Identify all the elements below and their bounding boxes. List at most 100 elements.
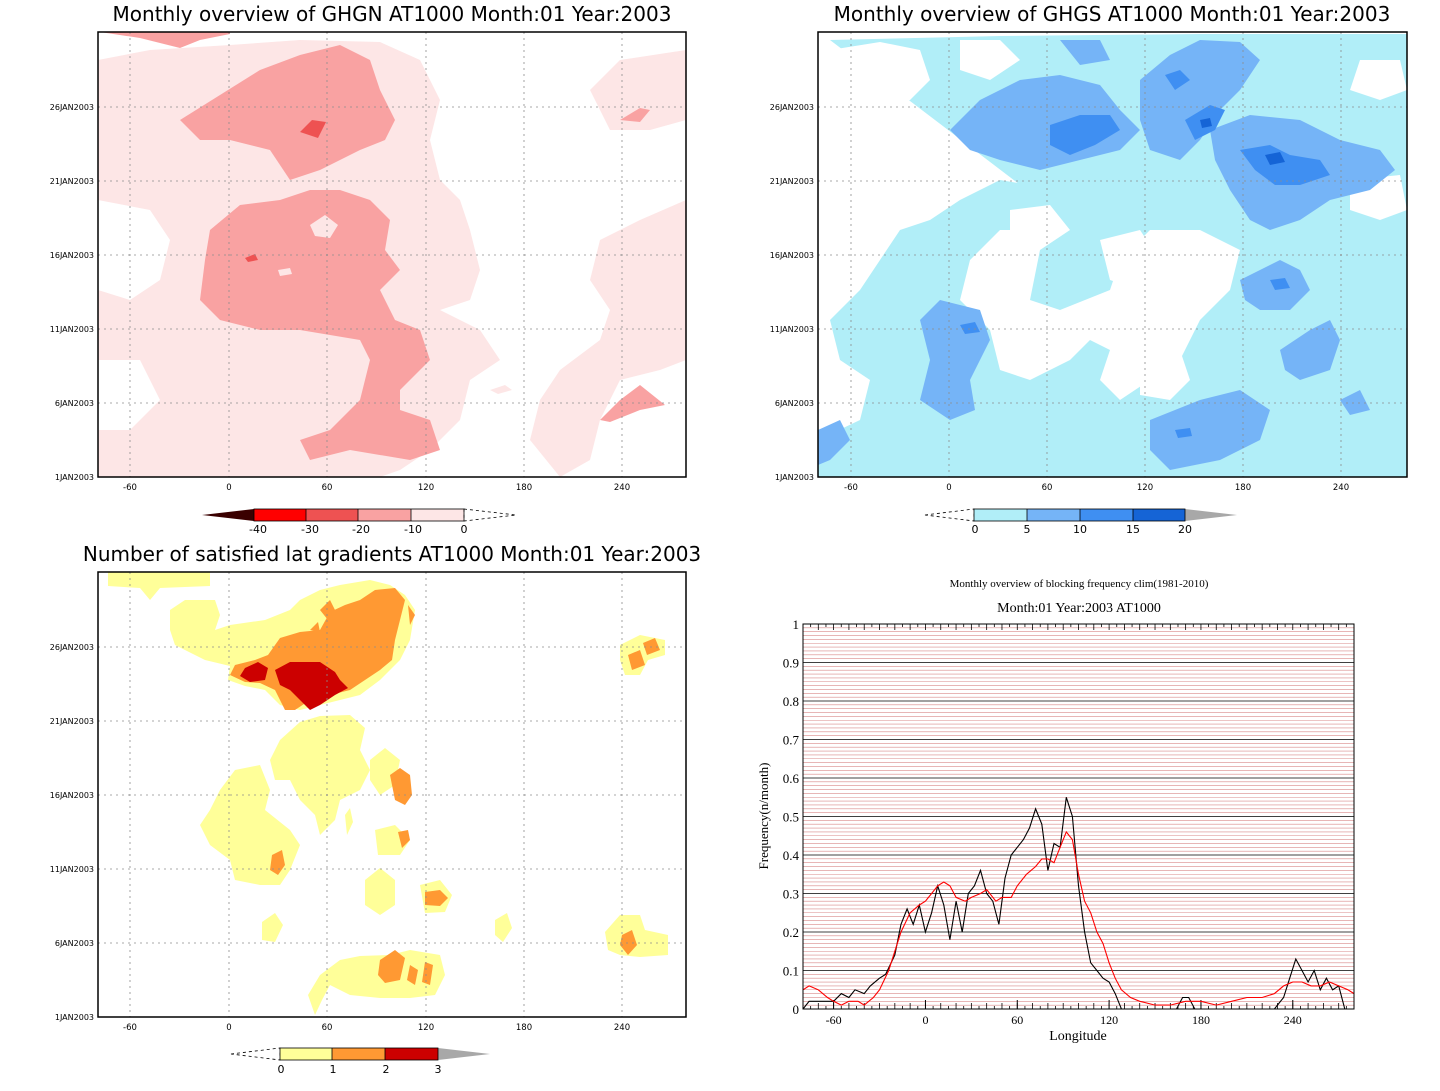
panel-lat-title: Number of satisfied lat gradients AT1000… (83, 542, 701, 566)
lat-contour-yellow (108, 572, 668, 1015)
ghgs-x-tick-label: 0 (946, 483, 951, 493)
ghgn-y-tick-label: 16JAN2003 (50, 251, 94, 260)
ghgs-x-tick-label: -60 (844, 483, 858, 493)
ghgs-map-area (818, 32, 1407, 477)
freq-y-tick-label: 0 (793, 1002, 800, 1017)
lat-x-tick-label: 0 (226, 1023, 231, 1033)
lat-y-ticks: 1JAN2003 6JAN2003 11JAN2003 16JAN2003 21… (50, 643, 94, 1022)
freq-x-tick-label: 60 (1011, 1013, 1023, 1027)
ghgs-x-tick-label: 240 (1333, 483, 1349, 493)
lat-x-ticks: -60 0 60 120 180 240 (123, 1023, 630, 1033)
lat-y-tick-label: 26JAN2003 (50, 643, 94, 652)
ghgs-contour-white (830, 40, 1407, 400)
ghgn-contour-light (98, 40, 686, 477)
ghgn-y-ticks: 1JAN2003 6JAN2003 11JAN2003 16JAN2003 21… (50, 103, 94, 482)
freq-y-tick-label: 0.7 (783, 733, 800, 748)
freq-title: Monthly overview of blocking frequency c… (950, 578, 1209, 590)
ghgs-y-tick-label: 1JAN2003 (775, 473, 814, 482)
ghgs-y-ticks: 1JAN2003 6JAN2003 11JAN2003 16JAN2003 21… (770, 103, 814, 482)
ghgs-colorbar-swatch (1185, 509, 1237, 521)
ghgn-x-tick-label: 180 (516, 483, 532, 493)
ghgn-colorbar-swatch (202, 509, 254, 521)
ghgs-colorbar: 0 5 10 15 20 (924, 508, 1237, 536)
lat-y-tick-label: 16JAN2003 (50, 791, 94, 800)
ghgn-map-area (40, 0, 686, 477)
lat-colorbar-label: 0 (278, 1063, 285, 1076)
lat-x-tick-label: -60 (123, 1023, 137, 1033)
freq-x-tick-label: 0 (922, 1013, 928, 1027)
ghgs-colorbar-swatch (974, 509, 1027, 521)
ghgn-y-tick-label: 26JAN2003 (50, 103, 94, 112)
freq-subtitle: Month:01 Year:2003 AT1000 (997, 601, 1161, 616)
lat-x-tick-label: 60 (322, 1023, 333, 1033)
ghgn-colorbar-label: 0 (461, 523, 468, 536)
panel-frequency: Monthly overview of blocking frequency c… (756, 578, 1355, 1044)
lat-map-area (98, 572, 686, 1017)
ghgn-y-tick-label: 11JAN2003 (50, 325, 94, 334)
ghgs-x-tick-label: 60 (1042, 483, 1053, 493)
panel-lat-gradients: Number of satisfied lat gradients AT1000… (50, 542, 701, 1076)
ghgs-y-tick-label: 6JAN2003 (775, 399, 814, 408)
panel-ghgn: Monthly overview of GHGN AT1000 Month:01… (40, 0, 687, 536)
ghgn-colorbar-swatch (254, 509, 306, 521)
ghgs-contour-medium (818, 40, 1395, 470)
ghgs-y-tick-label: 16JAN2003 (770, 251, 814, 260)
ghgn-x-tick-label: -60 (123, 483, 137, 493)
ghgs-gridlines (818, 32, 1407, 477)
ghgs-colorbar-label: 10 (1073, 523, 1087, 536)
freq-x-tick-label: 240 (1284, 1013, 1302, 1027)
freq-x-axis-label: Longitude (1049, 1029, 1107, 1044)
ghgn-contour-dark (245, 120, 326, 262)
lat-colorbar-swatch (385, 1048, 438, 1060)
ghgn-y-tick-label: 6JAN2003 (55, 399, 94, 408)
ghgs-colorbar-swatch (1133, 509, 1185, 521)
ghgn-x-tick-label: 60 (322, 483, 333, 493)
lat-colorbar-swatch (438, 1048, 490, 1060)
ghgn-map-frame (97, 31, 687, 478)
freq-y-tick-label: 0.2 (783, 925, 799, 940)
ghgn-contour-medium-top (100, 32, 230, 48)
panel-ghgs-title: Monthly overview of GHGS AT1000 Month:01… (834, 2, 1391, 26)
panel-ghgs: Monthly overview of GHGS AT1000 Month:01… (770, 2, 1408, 536)
freq-y-axis-label: Frequency(n/month) (756, 763, 771, 870)
freq-y-tick-label: 0.3 (783, 887, 799, 902)
freq-y-tick-label: 0.1 (783, 964, 799, 979)
freq-plot-frame (802, 623, 1355, 1010)
ghgs-y-tick-label: 21JAN2003 (770, 177, 814, 186)
lat-colorbar-label: 2 (383, 1063, 390, 1076)
freq-x-tick-label: 120 (1100, 1013, 1118, 1027)
ghgn-colorbar-label: -10 (404, 523, 422, 536)
lat-y-tick-label: 21JAN2003 (50, 717, 94, 726)
ghgs-colorbar-label: 5 (1024, 523, 1031, 536)
ghgn-x-tick-label: 0 (226, 483, 231, 493)
lat-y-tick-label: 6JAN2003 (55, 939, 94, 948)
freq-x-tick-label: -60 (826, 1013, 842, 1027)
ghgn-colorbar-label: -30 (301, 523, 319, 536)
lat-colorbar-label: 3 (435, 1063, 442, 1076)
ghgn-colorbar-open-end (463, 508, 517, 522)
freq-y-tick-label: 0.5 (783, 810, 799, 825)
ghgs-colorbar-swatch (1027, 509, 1080, 521)
ghgn-x-ticks: -60 0 60 120 180 240 (123, 483, 630, 493)
freq-gridlines (803, 623, 1354, 1010)
ghgn-x-tick-label: 120 (418, 483, 434, 493)
lat-x-tick-label: 240 (614, 1023, 630, 1033)
freq-y-tick-label: 0.4 (783, 848, 800, 863)
freq-series-red-line (802, 830, 1355, 1006)
panel-ghgn-title: Monthly overview of GHGN AT1000 Month:01… (113, 2, 672, 26)
ghgn-colorbar-label: -20 (352, 523, 370, 536)
ghgs-colorbar-swatch (1080, 509, 1133, 521)
lat-y-tick-label: 11JAN2003 (50, 865, 94, 874)
lat-gridlines (98, 572, 686, 1017)
ghgn-contour-light-hole (98, 40, 600, 430)
lat-y-tick-label: 1JAN2003 (55, 1013, 94, 1022)
ghgn-gridlines (98, 32, 686, 477)
ghgs-colorbar-label: 20 (1178, 523, 1192, 536)
ghgn-y-tick-label: 1JAN2003 (55, 473, 94, 482)
lat-colorbar: 0 1 2 3 (230, 1047, 490, 1076)
ghgn-colorbar-swatch (358, 509, 411, 521)
ghgs-map-frame (817, 31, 1408, 478)
lat-x-tick-label: 180 (516, 1023, 532, 1033)
ghgs-colorbar-label: 0 (972, 523, 979, 536)
